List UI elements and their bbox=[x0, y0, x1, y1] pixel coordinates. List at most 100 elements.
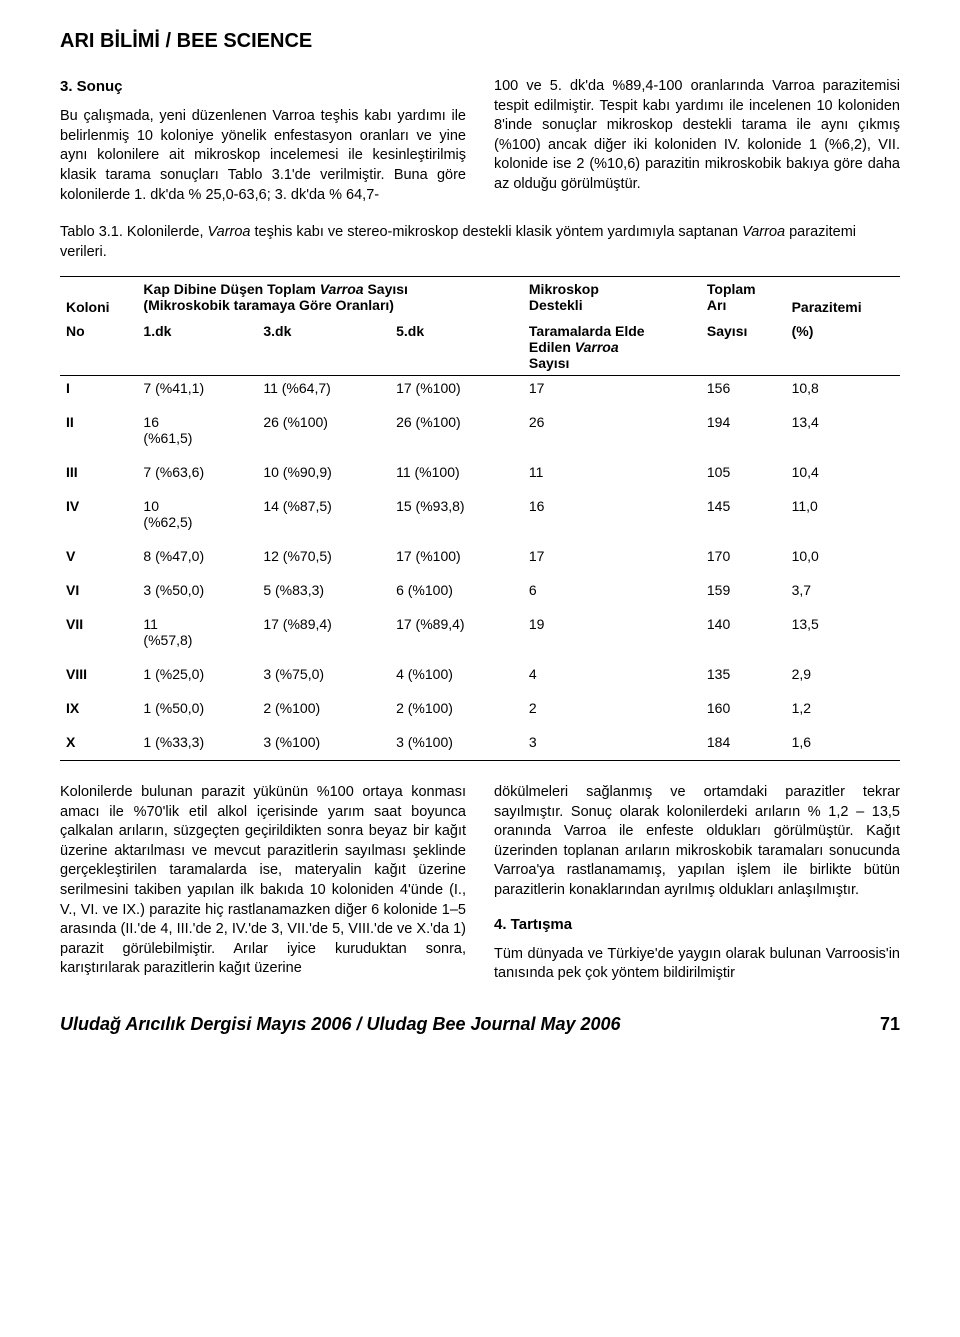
cell-dk5: 15 (%93,8) bbox=[390, 484, 523, 534]
cell-dk3: 2 (%100) bbox=[257, 686, 390, 720]
cell-koloni: X bbox=[60, 720, 137, 761]
section-3-heading: 3. Sonuç bbox=[60, 77, 466, 97]
caption-italic-1: Varroa bbox=[208, 224, 251, 240]
section-3-columns: 3. Sonuç Bu çalışmada, yeni düzenlenen V… bbox=[60, 77, 900, 205]
th-koloni: Koloni bbox=[60, 277, 137, 320]
cell-koloni: II bbox=[60, 400, 137, 450]
cell-dk5: 11 (%100) bbox=[390, 450, 523, 484]
cell-koloni: IV bbox=[60, 484, 137, 534]
section-3-left-column: 3. Sonuç Bu çalışmada, yeni düzenlenen V… bbox=[60, 77, 466, 205]
th-tar-1: Taramalarda Elde bbox=[529, 323, 645, 339]
caption-text: Tablo 3.1. Kolonilerde, bbox=[60, 224, 208, 240]
table-row: IV 10 (%62,5) 14 (%87,5) 15 (%93,8) 16 1… bbox=[60, 484, 900, 534]
table-body: I 7 (%41,1) 11 (%64,7) 17 (%100) 17 156 … bbox=[60, 376, 900, 761]
cell-top: 184 bbox=[701, 720, 786, 761]
cell-par: 10,4 bbox=[786, 450, 900, 484]
page-footer: Uludağ Arıcılık Dergisi Mayıs 2006 / Ulu… bbox=[60, 1014, 900, 1035]
cell-dk1: 8 (%47,0) bbox=[137, 534, 257, 568]
table-row: VII 11 (%57,8) 17 (%89,4) 17 (%89,4) 19 … bbox=[60, 602, 900, 652]
cell-par: 10,8 bbox=[786, 376, 900, 401]
cell-mik: 2 bbox=[523, 686, 701, 720]
th-mikroskop-2: Destekli bbox=[529, 297, 583, 313]
th-parazitemi-1: Parazitemi bbox=[792, 299, 862, 315]
cell-dk1: 1 (%33,3) bbox=[137, 720, 257, 761]
cell-dk3: 3 (%75,0) bbox=[257, 652, 390, 686]
cell-dk3: 5 (%83,3) bbox=[257, 568, 390, 602]
cell-par: 1,2 bbox=[786, 686, 900, 720]
footer-journal: Uludağ Arıcılık Dergisi Mayıs 2006 / Ulu… bbox=[60, 1014, 621, 1035]
table-row: V 8 (%47,0) 12 (%70,5) 17 (%100) 17 170 … bbox=[60, 534, 900, 568]
th-mikroskop-1: Mikroskop bbox=[529, 281, 599, 297]
cell-dk5: 17 (%100) bbox=[390, 534, 523, 568]
cell-par: 10,0 bbox=[786, 534, 900, 568]
cell-dk5: 4 (%100) bbox=[390, 652, 523, 686]
cell-top: 135 bbox=[701, 652, 786, 686]
cell-par: 13,4 bbox=[786, 400, 900, 450]
cell-dk3: 10 (%90,9) bbox=[257, 450, 390, 484]
table-header-row-1: Koloni Kap Dibine Düşen Toplam Varroa Sa… bbox=[60, 277, 900, 320]
body-2-left: Kolonilerde bulunan parazit yükünün %100… bbox=[60, 783, 466, 984]
footer-page-number: 71 bbox=[880, 1014, 900, 1035]
th-kap-line1b: Sayısı bbox=[364, 281, 408, 297]
cell-dk5: 26 (%100) bbox=[390, 400, 523, 450]
th-tar-2b: Varroa bbox=[575, 339, 619, 355]
cell-dk3: 3 (%100) bbox=[257, 720, 390, 761]
cell-par: 3,7 bbox=[786, 568, 900, 602]
body-2-columns: Kolonilerde bulunan parazit yükünün %100… bbox=[60, 783, 900, 984]
th-dk1: 1.dk bbox=[137, 319, 257, 376]
table-row: II 16 (%61,5) 26 (%100) 26 (%100) 26 194… bbox=[60, 400, 900, 450]
cell-dk1: 7 (%41,1) bbox=[137, 376, 257, 401]
cell-mik: 17 bbox=[523, 534, 701, 568]
body-2-right-para-1: dökülmeleri sağlanmış ve ortamdaki paraz… bbox=[494, 783, 900, 900]
cell-top: 194 bbox=[701, 400, 786, 450]
cell-mik: 19 bbox=[523, 602, 701, 652]
caption-italic-2: Varroa bbox=[742, 224, 785, 240]
cell-dk3: 14 (%87,5) bbox=[257, 484, 390, 534]
th-no: No bbox=[60, 319, 137, 376]
th-parazitemi: Parazitemi bbox=[786, 277, 900, 320]
cell-top: 156 bbox=[701, 376, 786, 401]
table-row: VIII 1 (%25,0) 3 (%75,0) 4 (%100) 4 135 … bbox=[60, 652, 900, 686]
section-3-left-paragraph: Bu çalışmada, yeni düzenlenen Varroa teş… bbox=[60, 107, 466, 205]
th-pct: (%) bbox=[786, 319, 900, 376]
cell-top: 105 bbox=[701, 450, 786, 484]
cell-koloni: VII bbox=[60, 602, 137, 652]
cell-mik: 3 bbox=[523, 720, 701, 761]
cell-dk5: 17 (%89,4) bbox=[390, 602, 523, 652]
th-toplam: Toplam Arı bbox=[701, 277, 786, 320]
cell-koloni: VIII bbox=[60, 652, 137, 686]
page-header-title: ARI BİLİMİ / BEE SCIENCE bbox=[60, 30, 900, 53]
cell-dk3: 12 (%70,5) bbox=[257, 534, 390, 568]
caption-text: teşhis kabı ve stereo-mikroskop destekli… bbox=[251, 224, 743, 240]
th-kap-italic: Varroa bbox=[320, 281, 364, 297]
cell-top: 160 bbox=[701, 686, 786, 720]
section-4-heading: 4. Tartışma bbox=[494, 915, 900, 935]
cell-dk5: 6 (%100) bbox=[390, 568, 523, 602]
cell-dk3: 11 (%64,7) bbox=[257, 376, 390, 401]
table-caption: Tablo 3.1. Kolonilerde, Varroa teşhis ka… bbox=[60, 223, 900, 262]
cell-dk5: 3 (%100) bbox=[390, 720, 523, 761]
table-row: III 7 (%63,6) 10 (%90,9) 11 (%100) 11 10… bbox=[60, 450, 900, 484]
body-2-right: dökülmeleri sağlanmış ve ortamdaki paraz… bbox=[494, 783, 900, 984]
cell-dk5: 2 (%100) bbox=[390, 686, 523, 720]
cell-mik: 4 bbox=[523, 652, 701, 686]
cell-par: 2,9 bbox=[786, 652, 900, 686]
th-dk5: 5.dk bbox=[390, 319, 523, 376]
cell-par: 1,6 bbox=[786, 720, 900, 761]
th-tar-2a: Edilen bbox=[529, 339, 575, 355]
cell-mik: 16 bbox=[523, 484, 701, 534]
cell-koloni: III bbox=[60, 450, 137, 484]
cell-koloni: IX bbox=[60, 686, 137, 720]
cell-dk1: 10 (%62,5) bbox=[137, 484, 257, 534]
cell-koloni: V bbox=[60, 534, 137, 568]
body-2-right-para-2: Tüm dünyada ve Türkiye'de yaygın olarak … bbox=[494, 945, 900, 984]
data-table: Koloni Kap Dibine Düşen Toplam Varroa Sa… bbox=[60, 276, 900, 761]
th-dk3: 3.dk bbox=[257, 319, 390, 376]
table-row: VI 3 (%50,0) 5 (%83,3) 6 (%100) 6 159 3,… bbox=[60, 568, 900, 602]
cell-mik: 17 bbox=[523, 376, 701, 401]
cell-mik: 6 bbox=[523, 568, 701, 602]
th-toplam-1: Toplam bbox=[707, 281, 756, 297]
cell-par: 13,5 bbox=[786, 602, 900, 652]
cell-dk1: 16 (%61,5) bbox=[137, 400, 257, 450]
cell-top: 140 bbox=[701, 602, 786, 652]
